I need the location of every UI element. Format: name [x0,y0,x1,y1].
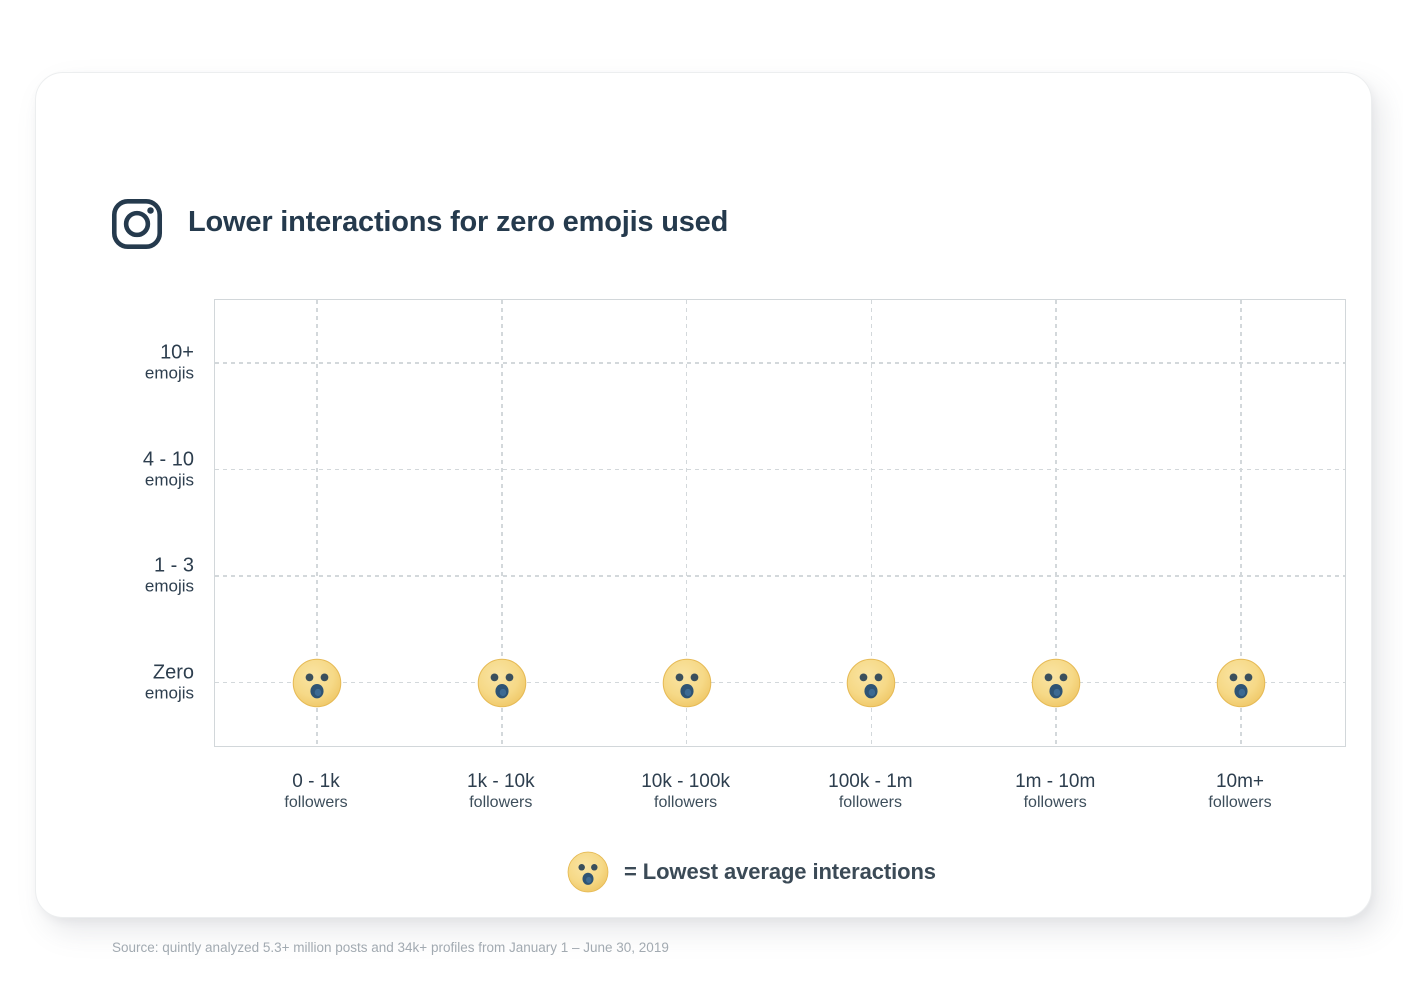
surprised-emoji-icon [1216,658,1266,708]
x-axis-label: 0 - 1k followers [284,770,347,813]
chart-plot-area [214,299,1346,747]
x-axis-label-unit: followers [654,794,718,811]
grid-line-vertical [316,300,318,746]
x-axis-label: 10m+ followers [1208,770,1271,813]
grid-line-vertical [685,300,688,746]
legend-text: = Lowest average interactions [624,859,936,884]
x-axis-label-range: 1m - 10m [1015,771,1096,792]
grid-line-vertical [1240,300,1242,746]
grid-line-horizontal [215,575,1345,577]
y-axis-label: 1 - 3 emojis [145,555,194,596]
y-axis-label-range: 10+ [160,341,194,364]
x-axis-label-unit: followers [1208,794,1272,811]
legend: = Lowest average interactions [567,851,936,893]
y-axis-label-range: 4 - 10 [142,448,194,470]
surprised-emoji-icon [662,658,712,708]
instagram-icon [111,198,163,250]
surprised-emoji-icon [567,851,609,893]
y-axis-label-unit: emojis [144,683,194,702]
y-axis-label-unit: emojis [144,576,194,596]
y-axis-label-range: 1 - 3 [153,554,194,577]
page-title: Lower interactions for zero emojis used [188,206,729,238]
surprised-emoji-icon [292,658,342,708]
x-axis-label: 1k - 10k followers [467,770,535,813]
x-axis-label-range: 10k - 100k [641,771,730,792]
y-axis-label: 4 - 10 emojis [143,448,194,489]
infographic-card: Lower interactions for zero emojis used … [35,72,1372,955]
y-axis-label: Zero emojis [145,661,194,702]
x-axis-label-unit: followers [469,794,533,811]
surprised-emoji-icon [477,658,527,708]
y-axis-label: 10+ emojis [145,342,194,383]
x-axis-label-range: 100k - 1m [828,771,913,792]
x-axis-label-range: 10m+ [1215,771,1265,792]
x-axis-label: 10k - 100k followers [641,770,730,813]
grid-line-horizontal [215,362,1345,364]
grid-line-horizontal [215,468,1345,471]
y-axis-labels: 10+ emojis 4 - 10 emojis 1 - 3 emojis Zero emoj… [36,299,194,747]
grid-line-vertical [870,300,873,746]
y-axis-label-range: Zero [152,661,194,683]
x-axis-label: 100k - 1m followers [828,770,912,813]
surprised-emoji-icon [1031,658,1081,708]
x-axis-labels: 0 - 1k followers 1k - 10k followers 10k - 10… [214,770,1346,826]
y-axis-label-unit: emojis [144,470,194,489]
x-axis-label-unit: followers [1023,794,1087,811]
x-axis-label-range: 0 - 1k [292,771,340,792]
x-axis-label: 1m - 10m followers [1015,770,1095,813]
x-axis-label-unit: followers [838,794,902,811]
x-axis-label-range: 1k - 10k [467,771,535,792]
grid-line-vertical [501,300,503,746]
x-axis-label-unit: followers [284,794,348,811]
grid-line-vertical [1055,300,1057,746]
source-note: Source: quintly analyzed 5.3+ million po… [112,940,669,955]
surprised-emoji-icon [846,658,896,708]
y-axis-label-unit: emojis [144,363,194,383]
grid-line-horizontal [215,681,1345,684]
